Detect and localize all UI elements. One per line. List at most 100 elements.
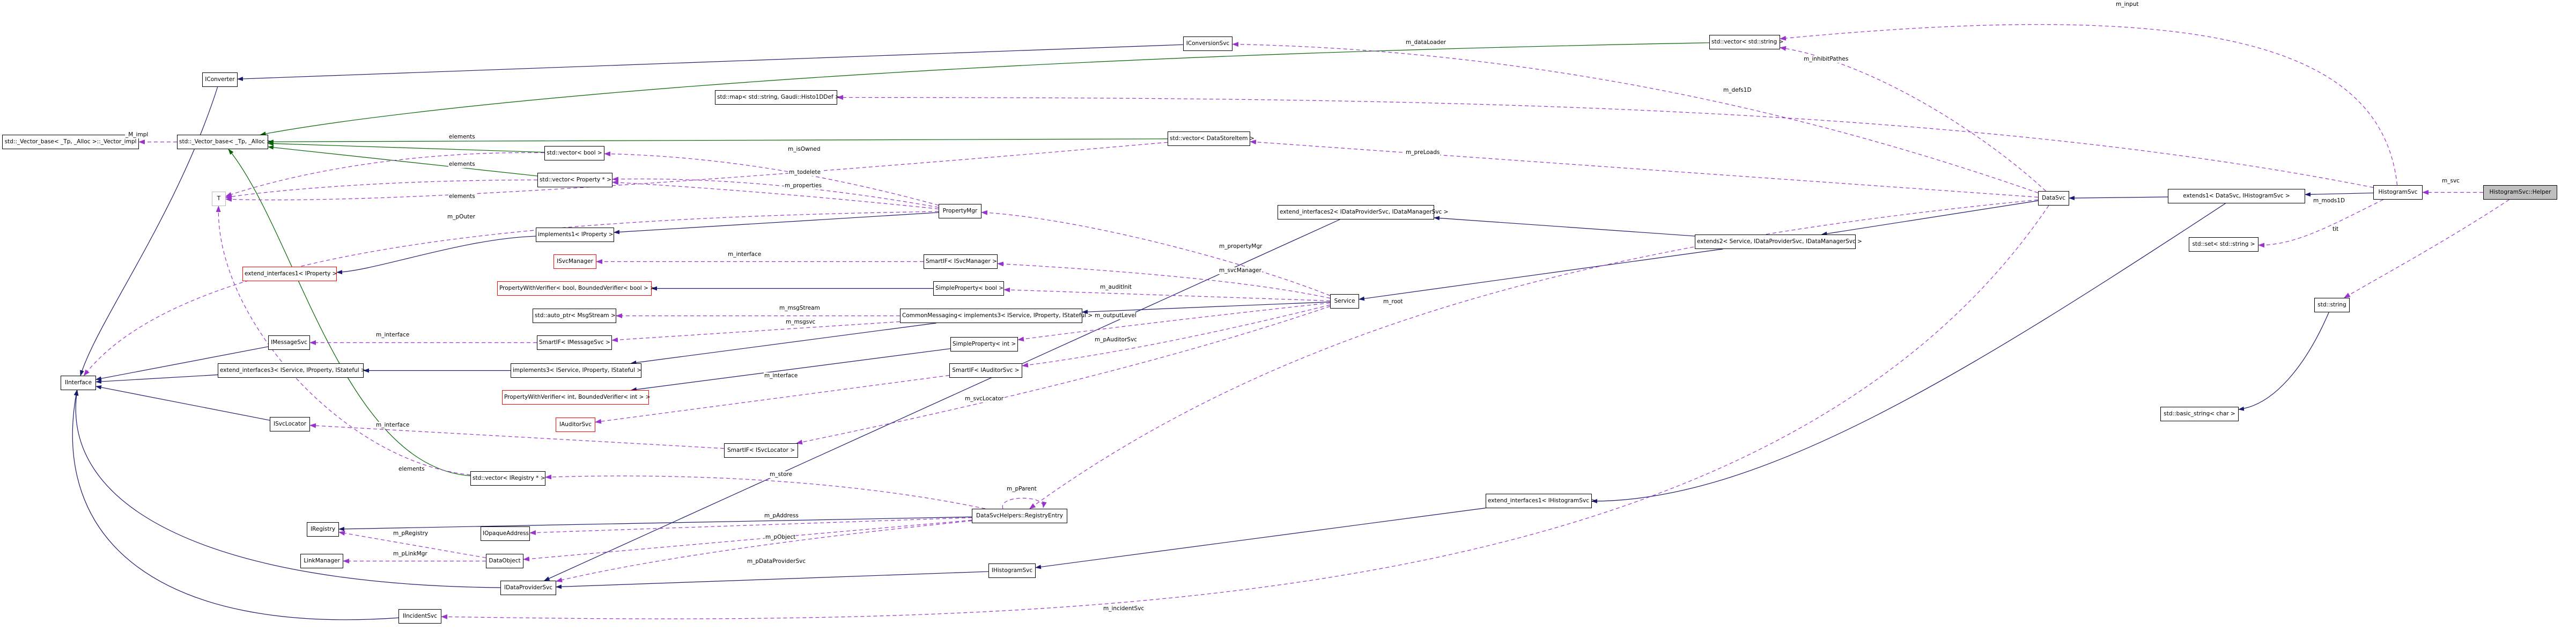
edge-label: elements <box>448 193 476 200</box>
class-node-idataprovider[interactable]: IDataProviderSvc <box>500 581 556 595</box>
edge-label: m_pOuter <box>447 214 476 221</box>
class-node-isvcmanager[interactable]: ISvcManager <box>553 254 596 269</box>
edge-smartifsvcloc-isvclocator-m_interface <box>309 423 725 449</box>
edge-propertymgr-vecprop-m_properties <box>612 180 939 209</box>
edge-label: m_pRegistry <box>393 530 429 537</box>
edge-propertymgr-vecbool-m_isOwned <box>604 151 939 206</box>
edge-extends1-datasvc <box>2069 196 2168 201</box>
class-node-basicstring[interactable]: std::basic_string< char > <box>2160 407 2239 421</box>
class-node-helper[interactable]: HistogramSvc::Helper <box>2483 185 2557 200</box>
edge-registryentry-idataprovider-m_pDataProviderSvc <box>556 520 972 583</box>
edge-label: _M_impl <box>125 131 149 138</box>
edge-vecdsi-tbox-elements <box>225 142 1168 202</box>
class-node-mapbox[interactable]: std::map< std::string, Gaudi::Histo1DDef… <box>715 90 840 105</box>
class-node-iconverter[interactable]: IConverter <box>202 72 238 87</box>
edge-label: m_pDataProviderSvc <box>747 558 807 565</box>
edge-vecstring-vecbase <box>260 42 1710 136</box>
class-node-vecprop[interactable]: std::vector< Property * > <box>537 173 612 187</box>
edge-extif3-iinterface <box>95 374 218 384</box>
edge-commonmsg-impl3 <box>630 323 936 365</box>
class-node-simppropint[interactable]: SimpleProperty< int > <box>950 337 1018 352</box>
edge-vecprop-tbox-elements <box>225 179 538 199</box>
edge-ihistogramsvc-idataprovider <box>556 571 989 589</box>
class-node-stdstring[interactable]: std::string <box>2314 298 2350 312</box>
class-node-simppropbool[interactable]: SimpleProperty< bool > <box>933 281 1004 296</box>
edge-label: m_auditInit <box>1099 284 1133 291</box>
class-node-extif2[interactable]: extend_interfaces2< IDataProviderSvc, ID… <box>1278 205 1448 219</box>
edge-label: m_msgStream <box>779 305 821 312</box>
class-node-smartifsvcloc[interactable]: SmartIF< ISvcLocator > <box>724 443 798 458</box>
edge-isvclocator-iinterface <box>95 385 270 421</box>
edge-label: m_dataLoader <box>1405 39 1447 46</box>
edge-commonmsg-smartifmsg-m_msgsvc <box>611 321 901 342</box>
class-node-service[interactable]: Service <box>1330 294 1359 309</box>
edge-label: m_inhibitPathes <box>1803 56 1849 63</box>
class-node-vecbool[interactable]: std::vector< bool > <box>544 146 604 160</box>
class-node-extif1prop[interactable]: extend_interfaces1< IProperty > <box>242 267 337 281</box>
edge-label: m_propertyMgr <box>1219 243 1263 250</box>
edge-service-simppropbool-m_auditInit <box>1003 287 1331 302</box>
edge-label: m_interface <box>375 422 410 429</box>
edge-dataobject-iregistry-m_pRegistry <box>338 531 486 559</box>
class-node-extends2[interactable]: extends2< Service, IDataProviderSvc, IDa… <box>1695 235 1862 249</box>
edge-vecireg-tbox-elements <box>216 206 471 475</box>
edge-propertymgr-impl1 <box>614 212 939 235</box>
edge-vecdsi-vecbase <box>268 138 1168 144</box>
class-node-datasvc[interactable]: DataSvc <box>2038 191 2069 206</box>
edge-label: m_pObject <box>765 534 796 541</box>
edge-service-commonmsg <box>1082 302 1331 314</box>
class-node-propertymgr[interactable]: PropertyMgr <box>939 204 981 218</box>
class-node-pwvint[interactable]: PropertyWithVerifier< int, BoundedVerifi… <box>502 390 651 405</box>
edge-label: m_pAuditorSvc <box>1094 336 1138 343</box>
class-node-iopaque[interactable]: IOpaqueAddress <box>481 526 530 541</box>
edge-service-smartifsvcmgr-m_svcManager <box>997 261 1331 299</box>
edge-helper-stdstring-tit <box>2343 199 2509 298</box>
class-node-extif3[interactable]: extend_interfaces3< IService, IProperty,… <box>218 363 366 378</box>
edge-service-smartifsvcloc-m_svcLocator <box>795 306 1331 445</box>
edge-vecbool-vecbase <box>268 141 545 153</box>
class-node-impl3[interactable]: implements3< IService, IProperty, IState… <box>511 363 641 378</box>
class-node-imessagesvc[interactable]: IMessageSvc <box>268 335 310 350</box>
class-node-vecdsi[interactable]: std::vector< DataStoreItem > <box>1168 131 1254 146</box>
class-node-setbox[interactable]: std::set< std::string > <box>2189 237 2258 252</box>
class-node-smartifsvcmgr[interactable]: SmartIF< ISvcManager > <box>924 254 998 269</box>
edge-iconversionsvc-iconverter <box>237 44 1184 81</box>
class-node-extends1[interactable]: extends1< DataSvc, IHistogramSvc > <box>2168 189 2305 203</box>
class-node-vecireg[interactable]: std::vector< IRegistry * > <box>470 471 545 486</box>
edge-label: m_preLoads <box>1405 149 1441 156</box>
edge-registryentry-iregistry <box>338 516 972 531</box>
class-node-iinterface[interactable]: IInterface <box>61 376 96 390</box>
class-node-vecimpl[interactable]: std::_Vector_base< _Tp, _Alloc >::_Vecto… <box>2 135 139 149</box>
class-node-vecbase[interactable]: std::_Vector_base< _Tp, _Alloc > <box>177 135 271 149</box>
class-node-isvclocator[interactable]: ISvcLocator <box>270 417 310 431</box>
class-node-linkmanager[interactable]: LinkManager <box>300 554 343 568</box>
class-node-impl1[interactable]: implements1< IProperty > <box>536 228 614 242</box>
class-node-dataobject[interactable]: DataObject <box>486 554 523 568</box>
edge-datasvc-iconversionsvc-m_dataLoader <box>1232 42 2039 193</box>
class-node-autoptr[interactable]: std::auto_ptr< MsgStream > <box>533 309 616 323</box>
edge-label: m_input <box>2115 1 2139 8</box>
edge-label: elements <box>398 466 425 473</box>
class-node-ihistogramsvc[interactable]: IHistogramSvc <box>988 563 1036 578</box>
edge-label: m_interface <box>764 372 799 379</box>
edge-imessagesvc-iinterface <box>95 346 269 381</box>
class-node-vecstring[interactable]: std::vector< std::string > <box>1709 35 1783 49</box>
edge-datasvc-registryentry-m_root <box>1029 199 2039 509</box>
class-node-smartifmsg[interactable]: SmartIF< IMessageSvc > <box>537 335 612 350</box>
class-node-iauditorsvc[interactable]: IAuditorSvc <box>556 418 595 432</box>
edge-label: m_pParent <box>1006 486 1037 493</box>
class-node-histogramsvc[interactable]: HistogramSvc <box>2373 185 2423 200</box>
edge-label: m_isOwned <box>787 146 821 153</box>
class-node-commonmsg[interactable]: CommonMessaging< implements3< IService, … <box>900 309 1099 323</box>
class-node-iincidentsvc[interactable]: IIncidentSvc <box>398 609 441 624</box>
class-node-extif1hist[interactable]: extend_interfaces1< IHistogramSvc > <box>1486 494 1596 508</box>
class-node-registryentry[interactable]: DataSvcHelpers::RegistryEntry <box>972 509 1067 523</box>
class-node-iregistry[interactable]: IRegistry <box>307 522 339 537</box>
edge-service-smartifaud-m_pAuditorSvc <box>1022 304 1331 368</box>
edge-label: m_defs1D <box>1723 87 1752 94</box>
class-node-tbox[interactable]: T <box>212 192 226 206</box>
edge-histogramsvc-setbox-m_mods1D <box>2258 199 2383 248</box>
class-node-iconversionsvc[interactable]: IConversionSvc <box>1183 36 1232 51</box>
class-node-pwvbool[interactable]: PropertyWithVerifier< bool, BoundedVerif… <box>497 281 655 296</box>
class-node-smartifaud[interactable]: SmartIF< IAuditorSvc > <box>949 363 1022 378</box>
